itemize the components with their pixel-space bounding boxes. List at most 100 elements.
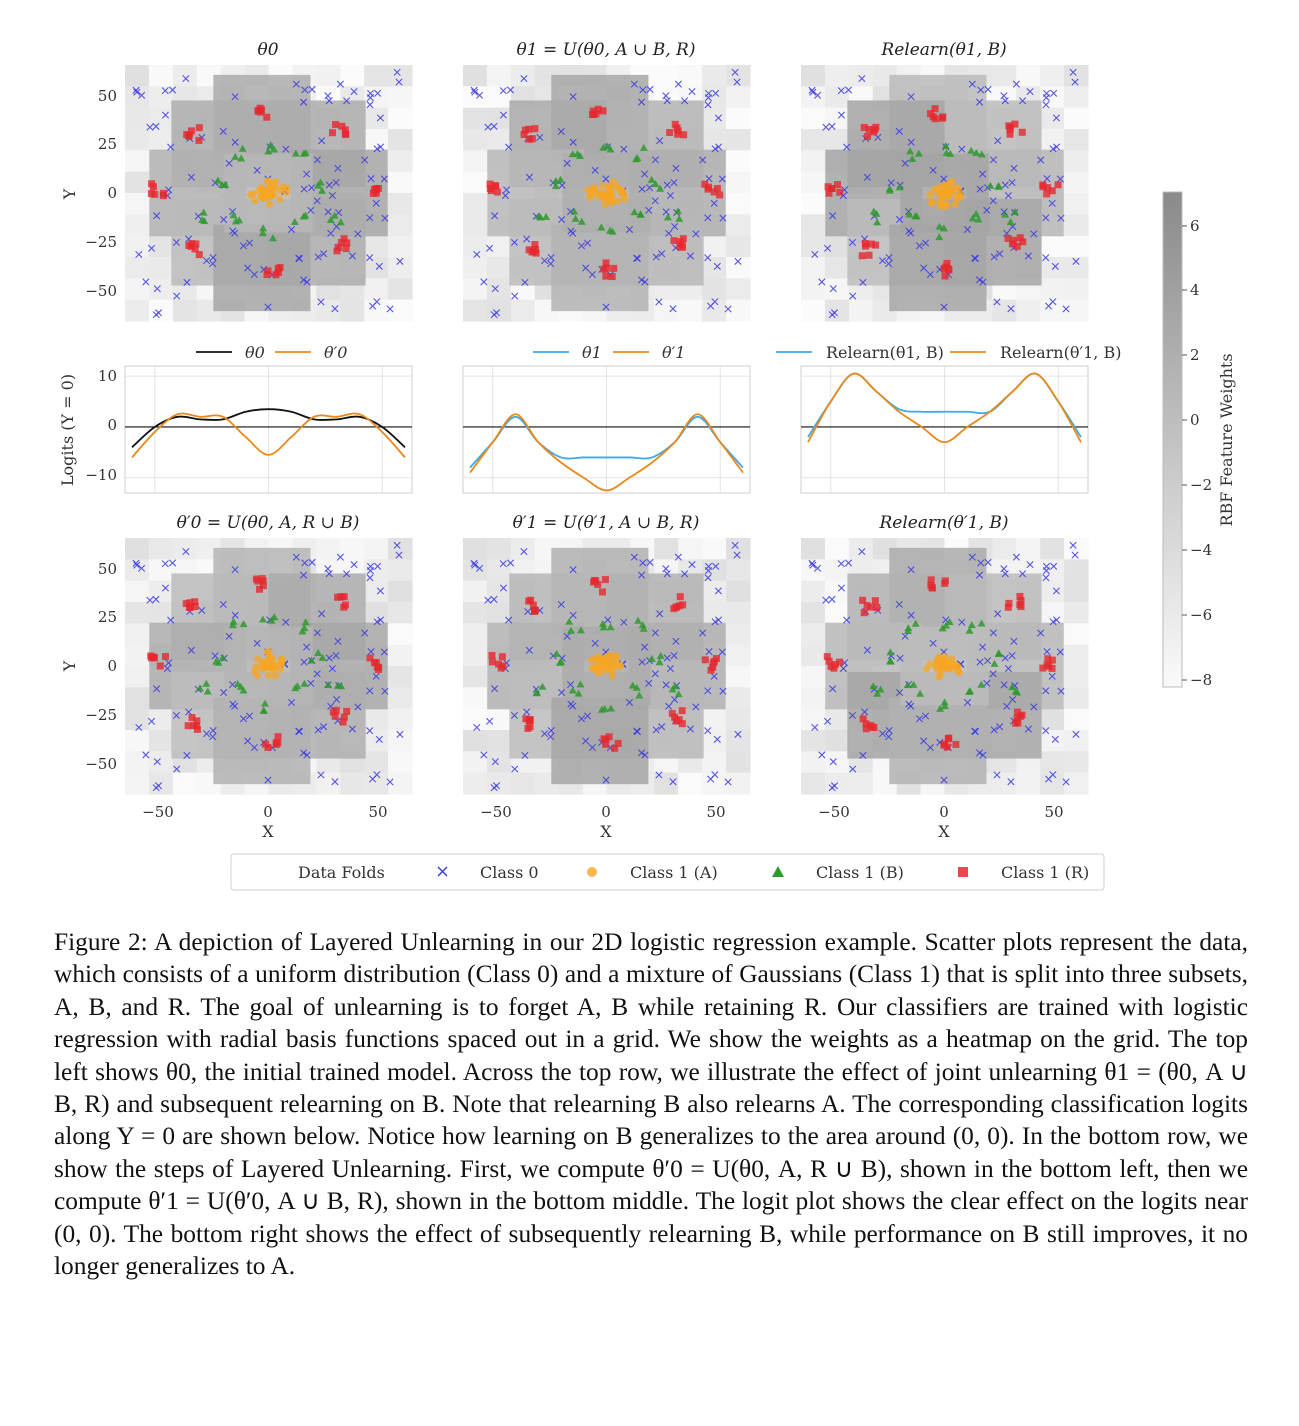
class-0-point [302, 170, 311, 178]
class-0-point [604, 616, 612, 624]
class-1b-point [600, 704, 609, 712]
class-0-point [287, 698, 296, 707]
class-1b-point [202, 679, 211, 687]
class-1b-point [231, 217, 240, 225]
class-1b-point [532, 688, 541, 696]
class-0-point [348, 725, 357, 733]
class-0-point [656, 137, 664, 145]
class-1r-point [928, 583, 936, 591]
class-0-point [536, 133, 544, 141]
class-0-point [375, 735, 383, 743]
class-1b-point [909, 680, 918, 688]
class-0-point [849, 765, 857, 773]
class-0-point [1042, 687, 1050, 695]
class-0-point [525, 173, 533, 181]
x-tick: 50 [706, 803, 725, 821]
class-1a-point [590, 184, 598, 192]
class-0-point [602, 303, 610, 311]
class-1r-point [1008, 240, 1016, 248]
class-1b-point [628, 681, 637, 689]
class-0-point [907, 611, 915, 619]
class-0-point [699, 629, 707, 637]
class-0-point [929, 639, 937, 647]
class-0-point [245, 712, 254, 720]
class-0-point [342, 97, 351, 105]
class-0-point [505, 616, 513, 624]
class-1a-point [948, 177, 956, 186]
class-0-point [307, 679, 315, 687]
class-1r-point [592, 577, 600, 585]
class-0-point [336, 80, 344, 88]
class-0-point [639, 86, 647, 94]
logit-series-line [131, 412, 406, 459]
class-0-point [926, 743, 934, 752]
class-0-point [896, 688, 904, 697]
class-0-point [878, 257, 887, 265]
class-0-point [680, 570, 689, 578]
class-0-point [905, 700, 913, 708]
class-0-point [300, 658, 308, 666]
y-axis-label-bottom: Y [60, 660, 79, 672]
class-0-point [577, 715, 586, 723]
class-0-point [975, 749, 984, 757]
class-1b-point [663, 213, 672, 221]
class-0-point [1009, 695, 1017, 704]
class-1a-point [595, 653, 603, 661]
colorbar-tick: −2 [1190, 476, 1212, 494]
class-0-point [680, 97, 689, 105]
class-0-point [374, 89, 382, 97]
class-0-point [1037, 156, 1045, 164]
class-1r-point [375, 665, 383, 673]
class-1r-point [675, 716, 683, 724]
class-0-point [380, 175, 388, 183]
class-1b-point [656, 184, 665, 192]
legend-label: θ′0 [324, 343, 347, 362]
class-0-point [718, 648, 726, 656]
class-1r-point [525, 246, 533, 254]
class-1b-point [551, 177, 560, 185]
class-0-point [473, 723, 481, 732]
class-0-point [253, 166, 261, 174]
class-1r-point [864, 133, 872, 141]
class-0-point [640, 643, 649, 651]
class-0-point [135, 723, 143, 732]
heatmap-panel-bottom-left [125, 538, 413, 795]
class-0-point [983, 206, 991, 214]
class-1b-point [238, 144, 247, 152]
class-0-point [1000, 681, 1008, 689]
class-1r-point [486, 180, 494, 188]
class-0-point [665, 702, 673, 710]
class-1b-point [565, 617, 574, 625]
class-0-point [1072, 730, 1080, 738]
class-0-point [295, 255, 304, 263]
class-1r-point [531, 245, 539, 253]
class-0-point [396, 730, 404, 738]
class-0-point [1026, 87, 1034, 96]
class-0-point [711, 618, 719, 626]
class-1b-point [597, 223, 606, 231]
class-1b-point [876, 685, 885, 693]
class-1r-point [531, 241, 539, 249]
y-tick: 25 [98, 608, 117, 626]
class-0-point [146, 596, 154, 604]
class-1b-point [301, 618, 310, 626]
class-0-point [651, 197, 659, 205]
class-1a-point [605, 182, 613, 190]
class-0-point [182, 74, 190, 83]
class-1r-point [339, 718, 347, 726]
class-0-point [373, 145, 381, 153]
class-1b-point [195, 684, 204, 692]
class-0-point [692, 230, 700, 238]
class-1r-point [263, 113, 271, 121]
class-0-point [239, 242, 248, 250]
class-0-point [485, 717, 494, 725]
class-1a-point [247, 191, 255, 199]
colorbar-tick: 2 [1190, 346, 1200, 364]
class-0-point [239, 715, 248, 723]
class-0-point [714, 587, 722, 595]
class-0-point [471, 561, 479, 569]
class-0-point [168, 559, 177, 567]
class-0-point [1004, 665, 1012, 673]
class-1r-point [858, 252, 866, 260]
class-1b-point [632, 683, 641, 691]
